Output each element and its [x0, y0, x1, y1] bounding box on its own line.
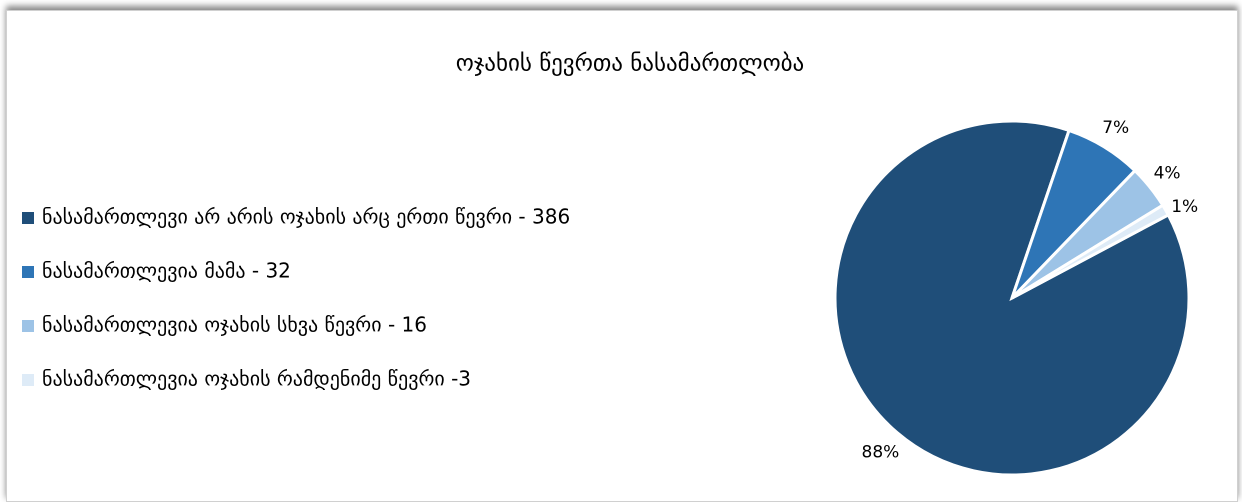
pie-slice: [1011, 203, 1171, 300]
legend-label: ნასამართლევია ოჯახის რამდენიმე წევრი -3: [42, 367, 471, 391]
legend-swatch: [22, 374, 34, 386]
legend-swatch: [22, 266, 34, 278]
data-label: 7%: [1102, 118, 1129, 138]
data-label: 4%: [1154, 163, 1181, 183]
legend-label: ნასამართლევი არ არის ოჯახის არც ერთი წევ…: [42, 205, 570, 229]
legend-swatch: [22, 320, 34, 332]
legend-label: ნასამართლევია ოჯახის სხვა წევრი - 16: [42, 313, 427, 337]
data-label: 88%: [862, 443, 900, 463]
legend-swatch: [22, 212, 34, 224]
chart-title: ოჯახის წევრთა ნასამართლობა: [456, 51, 805, 77]
data-label: 1%: [1171, 197, 1198, 217]
legend-label: ნასამართლევია მამა - 32: [42, 259, 291, 283]
